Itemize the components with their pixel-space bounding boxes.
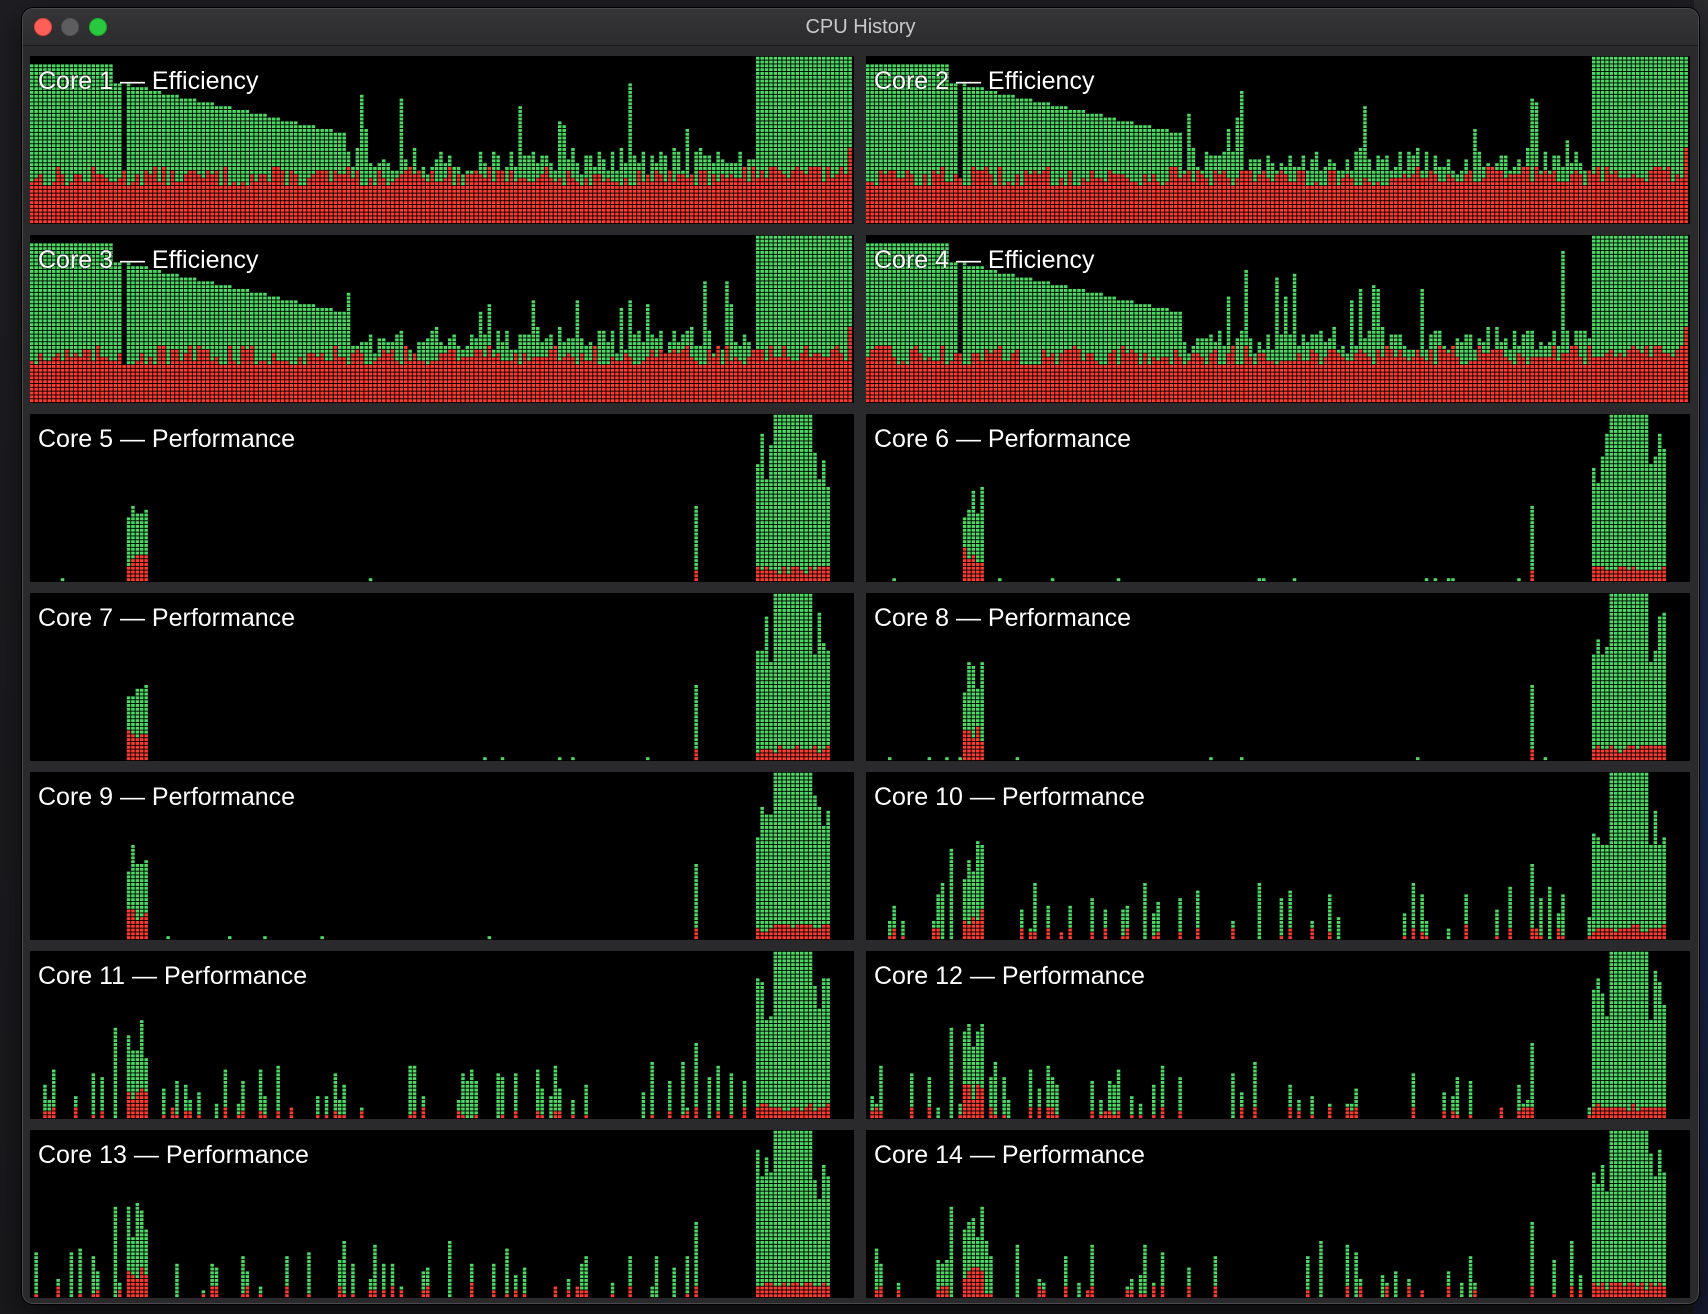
core-4-panel: Core 4 — Efficiency <box>866 235 1690 403</box>
core-10-panel: Core 10 — Performance <box>866 772 1690 940</box>
close-button[interactable] <box>34 18 52 36</box>
core-7-panel: Core 7 — Performance <box>30 593 854 761</box>
core-6-label: Core 6 — Performance <box>874 424 1131 454</box>
core-4-graph <box>866 235 1688 403</box>
core-6-graph <box>892 414 1666 582</box>
core-3-graph <box>30 235 852 403</box>
core-13-panel: Core 13 — Performance <box>30 1130 854 1298</box>
core-11-panel: Core 11 — Performance <box>30 951 854 1119</box>
core-2-label: Core 2 — Efficiency <box>874 66 1094 96</box>
core-10-label: Core 10 — Performance <box>874 782 1145 812</box>
core-14-graph <box>874 1130 1666 1298</box>
core-8-label: Core 8 — Performance <box>874 603 1131 633</box>
core-1-panel: Core 1 — Efficiency <box>30 56 854 224</box>
core-9-label: Core 9 — Performance <box>38 782 295 812</box>
core-5-graph <box>60 414 830 582</box>
core-1-label: Core 1 — Efficiency <box>38 66 258 96</box>
core-4-label: Core 4 — Efficiency <box>874 245 1094 275</box>
zoom-button[interactable] <box>89 18 107 36</box>
core-7-graph <box>126 593 830 761</box>
core-grid: Core 1 — Efficiency Core 2 — Efficiency … <box>30 56 1690 1298</box>
core-3-panel: Core 3 — Efficiency <box>30 235 854 403</box>
core-1-graph <box>30 56 852 224</box>
core-13-label: Core 13 — Performance <box>38 1140 309 1170</box>
core-3-label: Core 3 — Efficiency <box>38 245 258 275</box>
core-7-label: Core 7 — Performance <box>38 603 295 633</box>
core-5-panel: Core 5 — Performance <box>30 414 854 582</box>
core-12-label: Core 12 — Performance <box>874 961 1145 991</box>
core-8-panel: Core 8 — Performance <box>866 593 1690 761</box>
core-12-graph <box>870 951 1666 1119</box>
core-2-graph <box>866 56 1688 224</box>
core-9-panel: Core 9 — Performance <box>30 772 854 940</box>
core-14-panel: Core 14 — Performance <box>866 1130 1690 1298</box>
core-6-panel: Core 6 — Performance <box>866 414 1690 582</box>
core-5-label: Core 5 — Performance <box>38 424 295 454</box>
core-8-graph <box>888 593 1666 761</box>
cpu-history-window: CPU History Core 1 — Efficiency Core 2 —… <box>22 8 1699 1304</box>
core-12-panel: Core 12 — Performance <box>866 951 1690 1119</box>
core-14-label: Core 14 — Performance <box>874 1140 1145 1170</box>
title-bar[interactable]: CPU History <box>23 9 1698 46</box>
core-13-graph <box>34 1130 830 1298</box>
core-11-label: Core 11 — Performance <box>38 961 307 991</box>
core-11-graph <box>43 951 830 1119</box>
core-2-panel: Core 2 — Efficiency <box>866 56 1690 224</box>
window-title: CPU History <box>23 9 1698 45</box>
minimize-button[interactable] <box>61 18 79 36</box>
core-10-graph <box>888 772 1666 940</box>
core-9-graph <box>126 772 830 940</box>
